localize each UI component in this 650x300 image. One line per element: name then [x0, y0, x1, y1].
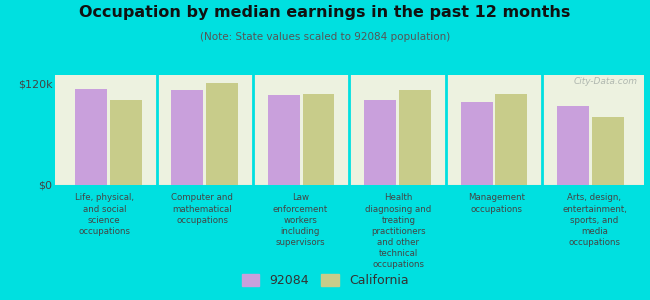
Bar: [592, 117, 624, 184]
Text: Management
occupations: Management occupations: [468, 194, 525, 214]
Bar: [110, 100, 142, 184]
Text: Computer and
mathematical
occupations: Computer and mathematical occupations: [172, 194, 233, 225]
Legend: 92084, California: 92084, California: [237, 269, 413, 292]
Bar: [303, 94, 335, 184]
Bar: [461, 102, 493, 184]
Bar: [172, 90, 203, 184]
Text: Life, physical,
and social
science
occupations: Life, physical, and social science occup…: [75, 194, 134, 236]
Bar: [557, 106, 589, 184]
Bar: [495, 94, 527, 184]
Text: (Note: State values scaled to 92084 population): (Note: State values scaled to 92084 popu…: [200, 32, 450, 41]
Bar: [206, 83, 238, 184]
Text: Health
diagnosing and
treating
practitioners
and other
technical
occupations: Health diagnosing and treating practitio…: [365, 194, 432, 269]
Text: City-Data.com: City-Data.com: [573, 77, 638, 86]
Bar: [364, 100, 396, 184]
Text: Law
enforcement
workers
including
supervisors: Law enforcement workers including superv…: [273, 194, 328, 247]
Bar: [75, 89, 107, 184]
Bar: [399, 90, 431, 184]
Bar: [268, 95, 300, 184]
Text: Occupation by median earnings in the past 12 months: Occupation by median earnings in the pas…: [79, 4, 571, 20]
Text: Arts, design,
entertainment,
sports, and
media
occupations: Arts, design, entertainment, sports, and…: [562, 194, 627, 247]
